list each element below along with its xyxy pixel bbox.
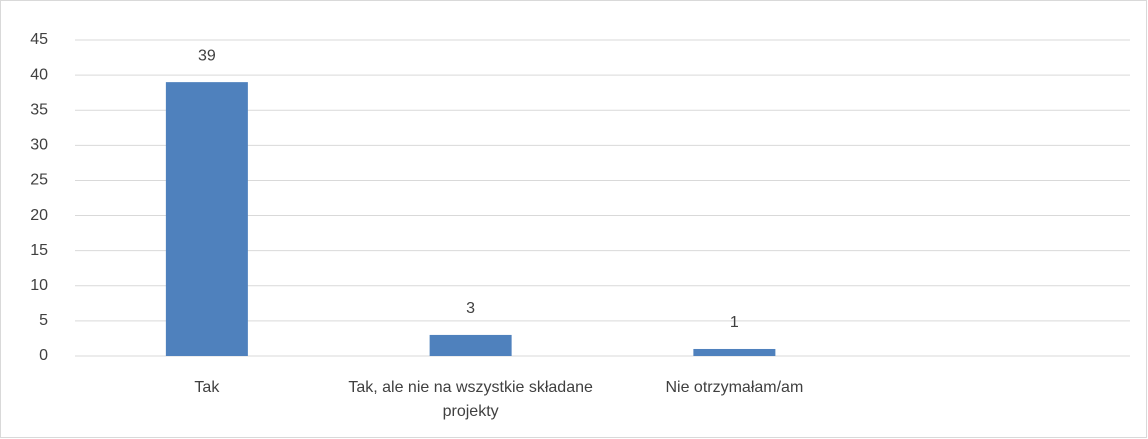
y-tick-label: 20 — [30, 207, 48, 224]
data-label: 3 — [466, 300, 475, 317]
bar — [429, 334, 512, 356]
bar — [165, 82, 248, 356]
y-tick-label: 35 — [30, 101, 48, 118]
y-tick-label: 10 — [30, 277, 48, 294]
x-tick-label: Tak — [194, 379, 220, 396]
y-tick-label: 15 — [30, 242, 48, 259]
y-tick-label: 45 — [30, 31, 48, 48]
x-tick-label: Tak, ale nie na wszystkie składane proje… — [348, 379, 593, 420]
x-tick-label: Nie otrzymałam/am — [665, 379, 804, 396]
y-tick-label: 0 — [39, 347, 48, 364]
bar — [693, 348, 776, 356]
y-tick-label: 30 — [30, 137, 48, 154]
y-tick-label: 40 — [30, 66, 48, 83]
y-tick-label: 25 — [30, 172, 48, 189]
data-label: 39 — [198, 47, 216, 64]
data-label: 1 — [730, 314, 739, 331]
y-tick-label: 5 — [39, 312, 48, 329]
